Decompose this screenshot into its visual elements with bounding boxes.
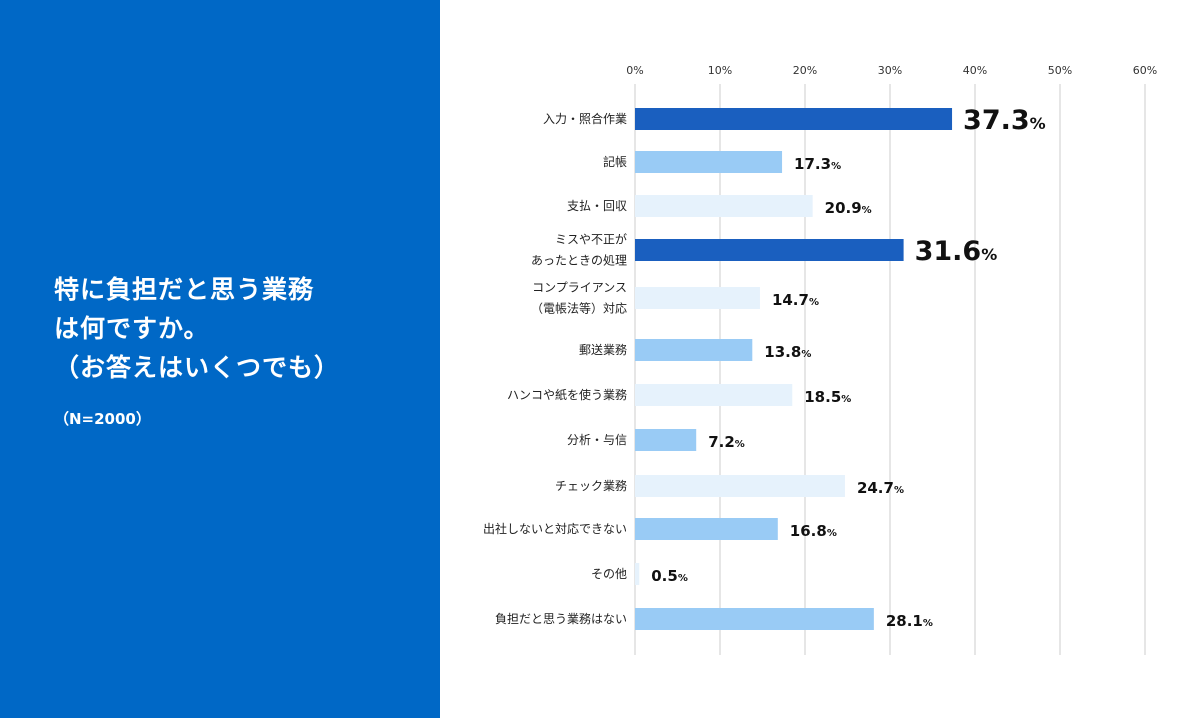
bar <box>635 108 953 130</box>
category-label: （電帳法等）対応 <box>531 302 627 316</box>
category-label: あったときの処理 <box>531 254 627 268</box>
category-label: チェック業務 <box>555 479 627 493</box>
category-label: 記帳 <box>603 154 627 169</box>
value-label: 20.9% <box>825 199 872 217</box>
question-line: （お答えはいくつでも） <box>54 353 341 382</box>
value-label: 7.2% <box>708 433 745 451</box>
category-label: 出社しないと対応できない <box>483 521 627 536</box>
value-label: 28.1% <box>886 612 933 630</box>
value-unit: % <box>801 349 811 360</box>
value-unit: % <box>923 618 933 629</box>
bar <box>635 287 760 309</box>
value-unit: % <box>894 485 904 496</box>
value-unit: % <box>827 528 837 539</box>
value-unit: % <box>809 297 819 308</box>
category-label: 支払・回収 <box>567 199 627 213</box>
bar <box>635 151 783 173</box>
value-unit: % <box>831 161 841 172</box>
x-tick-label: 20% <box>793 64 817 77</box>
sample-size: （N=2000） <box>54 410 151 428</box>
x-tick-label: 40% <box>963 64 987 77</box>
question-line: 特に負担だと思う業務 <box>54 275 315 304</box>
value-label: 24.7% <box>857 479 904 497</box>
category-label: ミスや不正が <box>555 232 627 247</box>
category-label: 入力・照合作業 <box>543 111 627 126</box>
value-unit: % <box>862 205 872 216</box>
question-line: は何ですか。 <box>54 314 210 343</box>
bar <box>635 608 874 630</box>
x-tick-label: 50% <box>1048 64 1072 77</box>
bar <box>635 239 904 261</box>
bar <box>635 339 753 361</box>
value-label: 18.5% <box>804 388 851 406</box>
category-label: その他 <box>591 567 627 581</box>
bar <box>635 384 793 406</box>
value-label: 14.7% <box>772 291 819 309</box>
value-label: 31.6% <box>915 236 998 267</box>
bar <box>635 429 697 451</box>
x-tick-label: 10% <box>708 64 732 77</box>
value-label: 13.8% <box>764 343 811 361</box>
value-unit: % <box>981 245 997 264</box>
category-label: 分析・与信 <box>567 433 627 447</box>
bar <box>635 475 845 497</box>
value-unit: % <box>1030 114 1046 133</box>
value-unit: % <box>841 394 851 405</box>
bar <box>635 195 813 217</box>
x-tick-label: 0% <box>626 64 643 77</box>
value-label: 17.3% <box>794 155 841 173</box>
x-tick-label: 60% <box>1133 64 1157 77</box>
category-label: コンプライアンス <box>532 281 627 295</box>
value-unit: % <box>678 573 688 584</box>
question-panel: 特に負担だと思う業務 は何ですか。 （お答えはいくつでも） （N=2000） <box>0 0 440 718</box>
bar <box>635 563 640 585</box>
value-unit: % <box>735 439 745 450</box>
bar <box>635 518 778 540</box>
value-label: 37.3% <box>963 105 1046 136</box>
category-label: 郵送業務 <box>579 342 627 357</box>
value-label: 0.5% <box>651 567 688 585</box>
category-label: 負担だと思う業務はない <box>495 612 627 626</box>
category-label: ハンコや紙を使う業務 <box>507 387 627 402</box>
question-title: 特に負担だと思う業務 は何ですか。 （お答えはいくつでも） <box>54 270 340 387</box>
bar-chart: 0% 10% 20% 30% 40% 50% 60% 入力・照合作業 37.3% 記帳 17.3% 支… <box>483 64 1157 655</box>
x-tick-label: 30% <box>878 64 902 77</box>
value-label: 16.8% <box>790 522 837 540</box>
